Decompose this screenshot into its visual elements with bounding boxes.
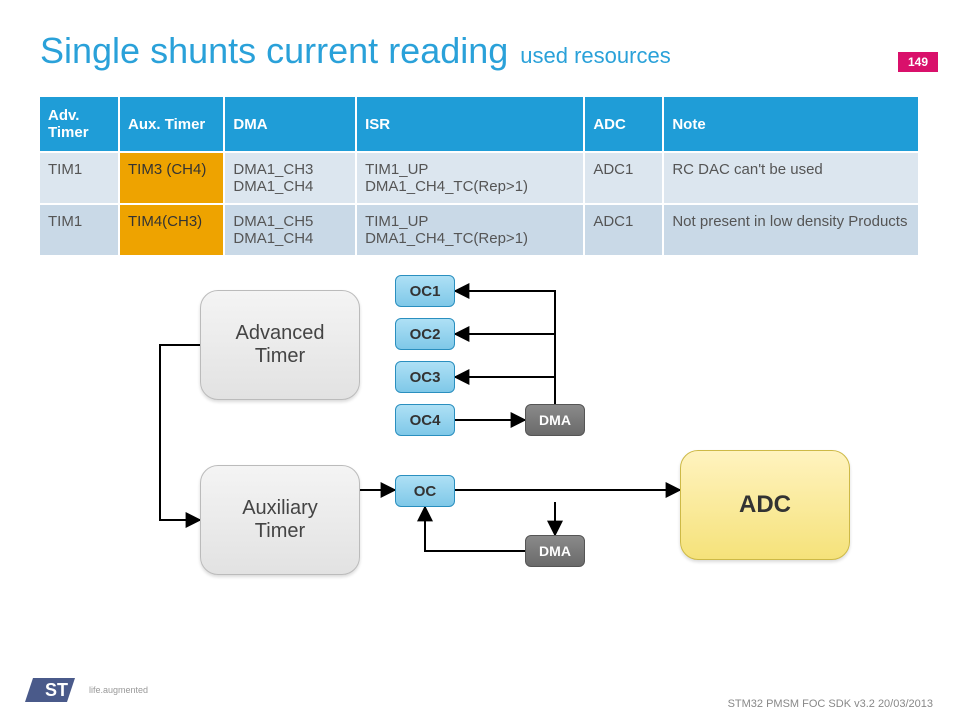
node-label: OC: [414, 483, 437, 500]
node-label: OC2: [410, 326, 441, 343]
col-aux-timer: Aux. Timer: [119, 97, 224, 152]
oc2-node: OC2: [395, 318, 455, 350]
cell-aux: TIM3 (CH4): [119, 152, 224, 204]
node-label: DMA: [539, 412, 571, 428]
slide-subtitle: used resources: [520, 43, 670, 69]
cell-aux: TIM4(CH3): [119, 204, 224, 255]
oc1-node: OC1: [395, 275, 455, 307]
cell-adc: ADC1: [584, 152, 663, 204]
col-adv-timer: Adv. Timer: [40, 97, 119, 152]
cell-note: Not present in low density Products: [663, 204, 918, 255]
col-adc: ADC: [584, 97, 663, 152]
table-header-row: Adv. Timer Aux. Timer DMA ISR ADC Note: [40, 97, 918, 152]
cell-isr: TIM1_UPDMA1_CH4_TC(Rep>1): [356, 204, 584, 255]
resources-table: Adv. Timer Aux. Timer DMA ISR ADC Note T…: [40, 97, 918, 255]
node-label: AdvancedTimer: [236, 322, 325, 368]
node-label: AuxiliaryTimer: [242, 497, 318, 543]
auxiliary-timer-node: AuxiliaryTimer: [200, 465, 360, 575]
page-number-badge: 149: [898, 52, 938, 72]
footer-right-text: STM32 PMSM FOC SDK v3.2 20/03/2013: [728, 698, 933, 710]
cell-note: RC DAC can't be used: [663, 152, 918, 204]
node-label: OC1: [410, 283, 441, 300]
dma2-node: DMA: [525, 535, 585, 567]
slide-title: Single shunts current reading: [40, 30, 508, 72]
oc4-node: OC4: [395, 404, 455, 436]
slide: Single shunts current reading used resou…: [0, 0, 958, 720]
col-dma: DMA: [224, 97, 356, 152]
node-label: DMA: [539, 543, 571, 559]
st-logo: ST life.augmented: [25, 670, 148, 710]
st-logo-icon: ST: [25, 670, 85, 710]
oc-node: OC: [395, 475, 455, 507]
title-row: Single shunts current reading used resou…: [40, 30, 918, 72]
diagram: AdvancedTimer AuxiliaryTimer OC1 OC2 OC3…: [40, 270, 918, 630]
node-label: OC4: [410, 412, 441, 429]
adc-node: ADC: [680, 450, 850, 560]
col-isr: ISR: [356, 97, 584, 152]
cell-adv: TIM1: [40, 204, 119, 255]
dma1-node: DMA: [525, 404, 585, 436]
node-label: ADC: [739, 491, 791, 519]
table-row: TIM1 TIM3 (CH4) DMA1_CH3DMA1_CH4 TIM1_UP…: [40, 152, 918, 204]
oc3-node: OC3: [395, 361, 455, 393]
cell-dma: DMA1_CH5DMA1_CH4: [224, 204, 356, 255]
footer: ST life.augmented STM32 PMSM FOC SDK v3.…: [25, 670, 933, 710]
table-row: TIM1 TIM4(CH3) DMA1_CH5DMA1_CH4 TIM1_UPD…: [40, 204, 918, 255]
cell-dma: DMA1_CH3DMA1_CH4: [224, 152, 356, 204]
advanced-timer-node: AdvancedTimer: [200, 290, 360, 400]
cell-adv: TIM1: [40, 152, 119, 204]
node-label: OC3: [410, 369, 441, 386]
svg-text:ST: ST: [45, 680, 68, 700]
cell-adc: ADC1: [584, 204, 663, 255]
cell-isr: TIM1_UPDMA1_CH4_TC(Rep>1): [356, 152, 584, 204]
logo-subtext: life.augmented: [89, 685, 148, 695]
col-note: Note: [663, 97, 918, 152]
